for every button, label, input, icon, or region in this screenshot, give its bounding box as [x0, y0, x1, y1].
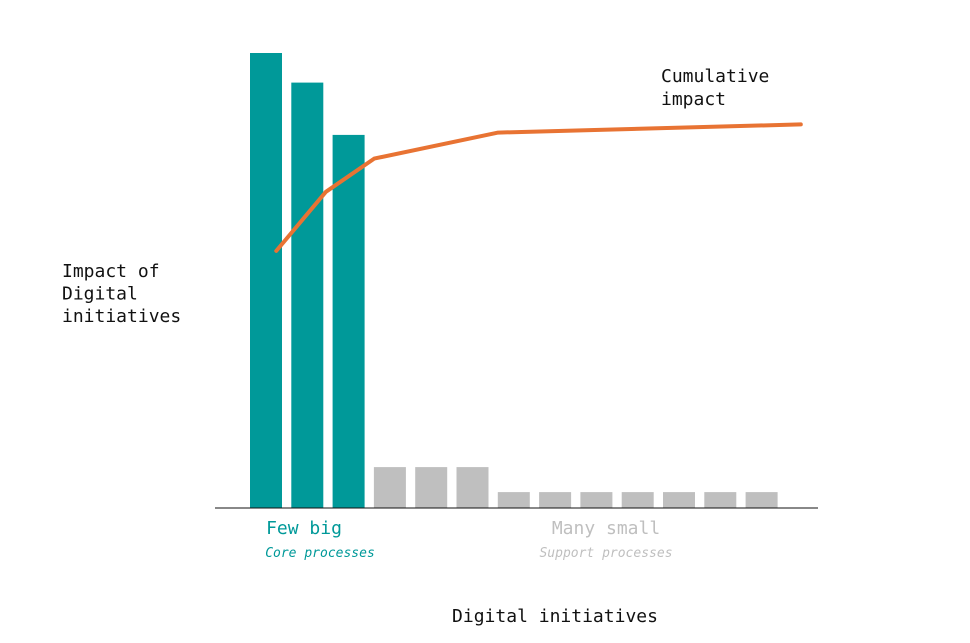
bar-8	[539, 492, 572, 508]
bar-12	[704, 492, 737, 508]
bar-4	[373, 467, 406, 508]
y-axis-label-line-2: Digital	[62, 284, 138, 305]
group-sublabel-support-processes: Support processes	[539, 546, 672, 561]
bar-1	[250, 53, 282, 508]
y-axis-label: Impact of Digital initiatives	[62, 261, 181, 327]
bars-layer	[250, 53, 778, 508]
bar-7	[497, 492, 530, 508]
cumulative-impact-label: Cumulative impact	[661, 66, 780, 110]
cumulative-impact-label-line-1: Cumulative	[661, 66, 769, 87]
bar-2	[291, 82, 324, 508]
cumulative-impact-line	[274, 122, 803, 253]
y-axis-label-line-3: initiatives	[62, 306, 181, 327]
y-axis-label-line-1: Impact of	[62, 261, 160, 282]
bar-13	[745, 492, 778, 508]
group-label-many-small: Many small	[552, 518, 660, 539]
bar-6	[456, 467, 489, 508]
group-sublabel-core-processes: Core processes	[265, 546, 375, 561]
bar-5	[415, 467, 448, 508]
bar-11	[663, 492, 695, 508]
cumulative-line-layer	[274, 122, 803, 253]
x-axis-label: Digital initiatives	[452, 606, 658, 627]
group-label-few-big: Few big	[266, 518, 342, 539]
cumulative-impact-label-line-2: impact	[661, 89, 726, 110]
bar-3	[332, 134, 365, 508]
bar-9	[580, 492, 613, 508]
bar-10	[621, 492, 654, 508]
